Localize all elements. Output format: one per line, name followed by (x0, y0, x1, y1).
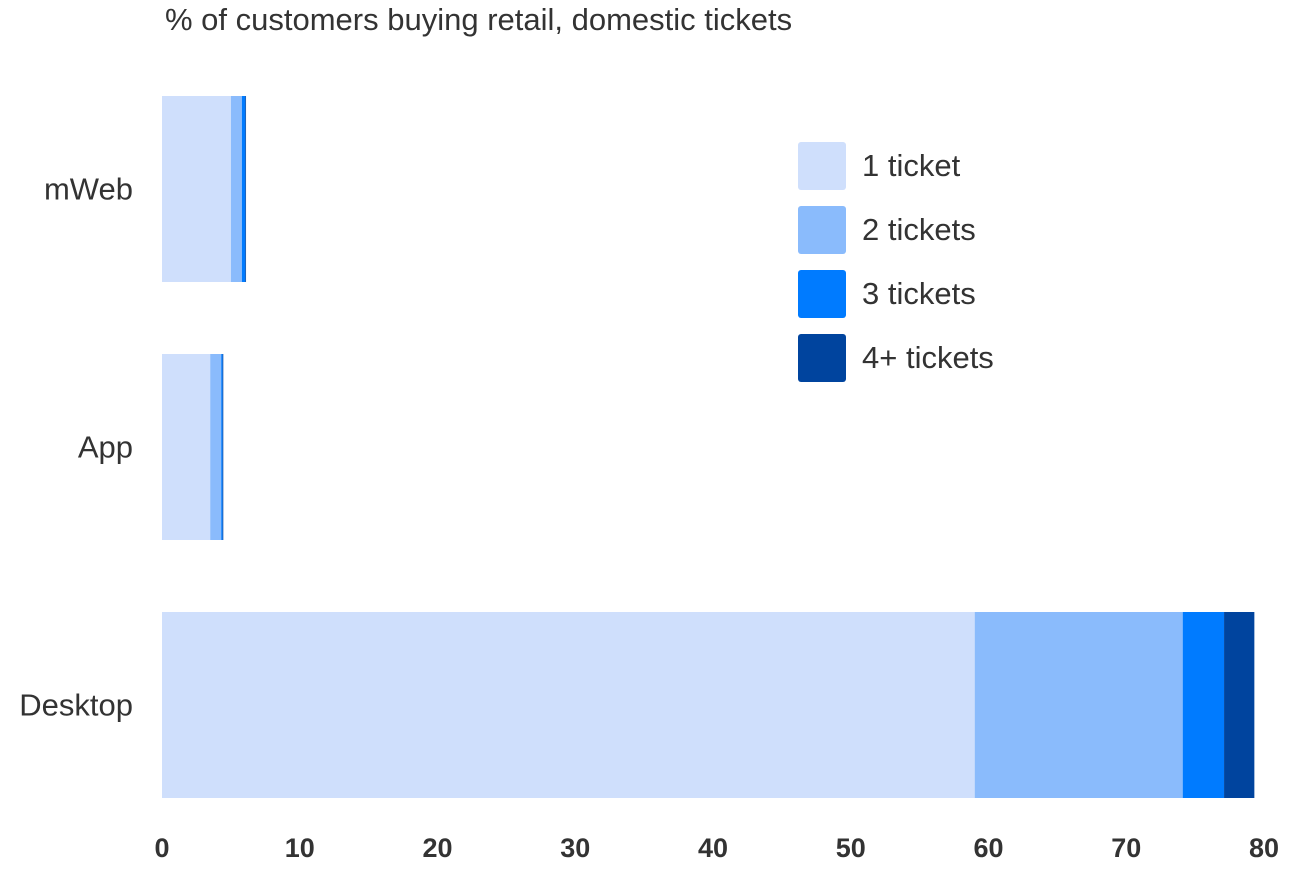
legend-label: 1 ticket (862, 148, 961, 183)
bar-segment (245, 96, 247, 282)
legend-item: 1 ticket (798, 142, 994, 190)
legend-label: 2 tickets (862, 212, 976, 247)
x-tick-label: 0 (154, 833, 169, 863)
legend-swatch (798, 334, 846, 382)
legend-swatch (798, 270, 846, 318)
legend-item: 3 tickets (798, 270, 994, 318)
x-tick-label: 20 (422, 833, 452, 863)
legend-item: 2 tickets (798, 206, 994, 254)
x-tick-label: 60 (973, 833, 1003, 863)
chart-title: % of customers buying retail, domestic t… (165, 2, 793, 37)
category-label: App (78, 430, 133, 465)
x-tick-label: 50 (836, 833, 866, 863)
bar-segment (162, 612, 975, 798)
bar-segment (221, 354, 223, 540)
x-tick-label: 40 (698, 833, 728, 863)
category-label: mWeb (44, 172, 133, 207)
x-tick-label: 10 (285, 833, 315, 863)
bar-segment (230, 96, 242, 282)
bar-segment (974, 612, 1183, 798)
legend-item: 4+ tickets (798, 334, 994, 382)
legend-label: 3 tickets (862, 276, 976, 311)
bar-segment (162, 96, 231, 282)
legend-label: 4+ tickets (862, 340, 994, 375)
x-tick-label: 80 (1249, 833, 1279, 863)
category-label: Desktop (19, 688, 133, 723)
legend-swatch (798, 142, 846, 190)
x-tick-label: 70 (1111, 833, 1141, 863)
bar-segment (1224, 612, 1255, 798)
legend-swatch (798, 206, 846, 254)
x-tick-label: 30 (560, 833, 590, 863)
bar-segment (241, 96, 246, 282)
bar-segment (222, 354, 224, 540)
legend: 1 ticket 2 tickets 3 tickets 4+ tickets (798, 142, 994, 398)
bar-segment (210, 354, 222, 540)
bar-segment (1182, 612, 1225, 798)
bar-segment (162, 354, 211, 540)
